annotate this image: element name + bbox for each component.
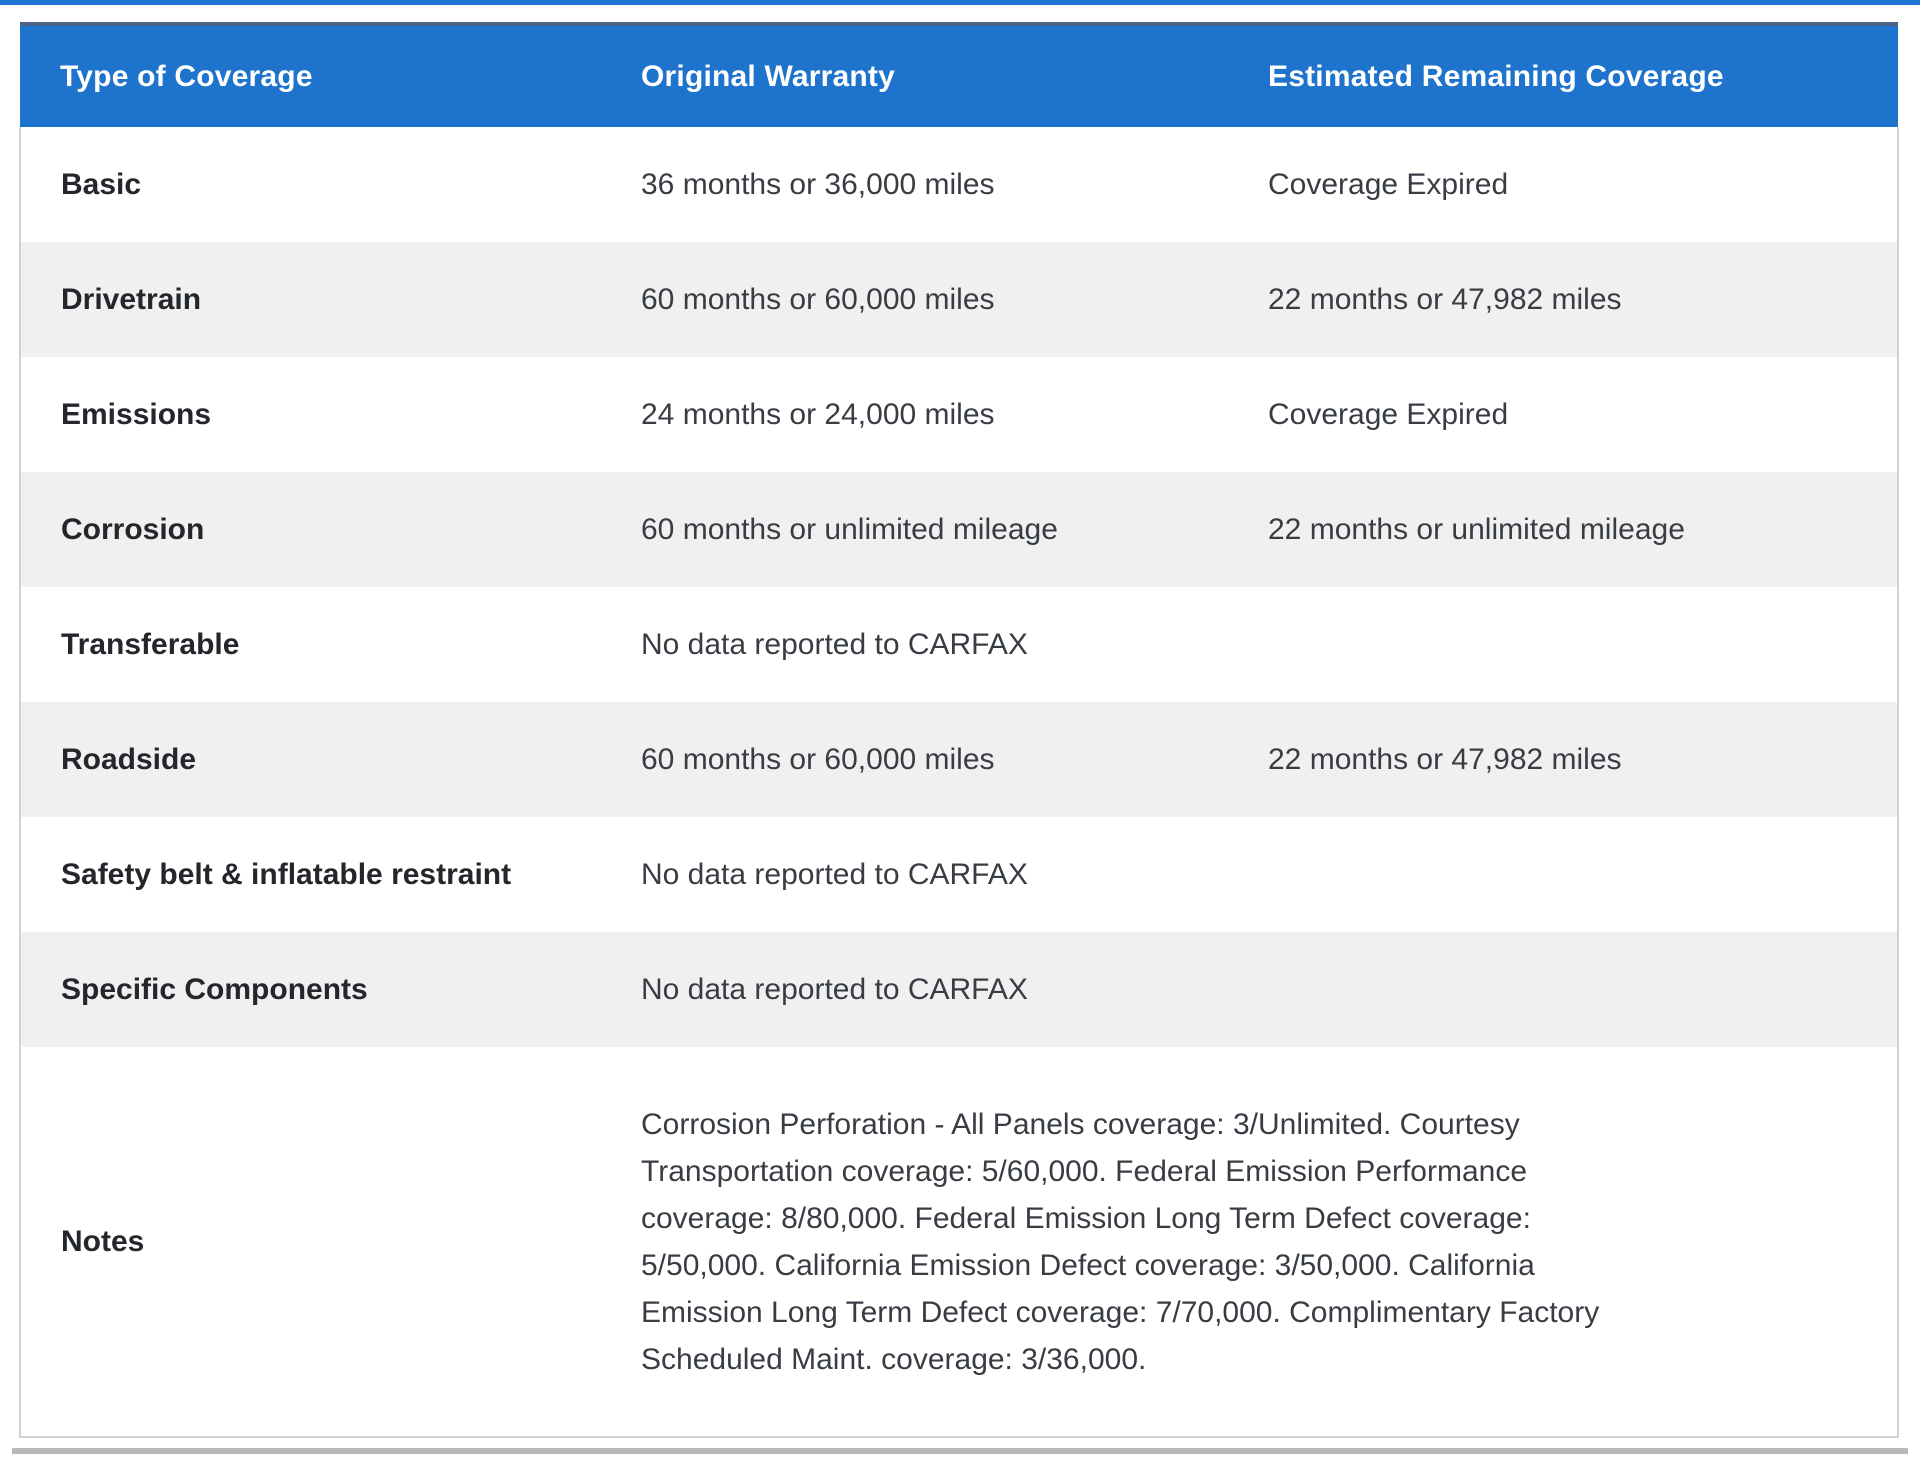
warranty-table-container: Type of Coverage Original Warranty Estim…: [19, 22, 1899, 1438]
table-row-emissions: Emissions 24 months or 24,000 miles Cove…: [19, 357, 1899, 472]
table-row-safety-belt: Safety belt & inflatable restraint No da…: [19, 817, 1899, 932]
original-warranty-cell: 36 months or 36,000 miles: [601, 127, 1228, 242]
notes-text: Corrosion Perforation - All Panels cover…: [641, 1107, 1600, 1376]
table-row-drivetrain: Drivetrain 60 months or 60,000 miles 22 …: [19, 242, 1899, 357]
table-row-transferable: Transferable No data reported to CARFAX: [19, 587, 1899, 702]
table-row-basic: Basic 36 months or 36,000 miles Coverage…: [19, 127, 1899, 242]
original-warranty-cell: No data reported to CARFAX: [601, 587, 1228, 702]
remaining-coverage-cell: [1228, 587, 1899, 702]
remaining-coverage-cell: Coverage Expired: [1228, 357, 1899, 472]
coverage-type-cell: Emissions: [19, 357, 601, 472]
remaining-coverage-cell: 22 months or 47,982 miles: [1228, 242, 1899, 357]
coverage-type-cell: Corrosion: [19, 472, 601, 587]
original-warranty-cell: 60 months or unlimited mileage: [601, 472, 1228, 587]
original-warranty-cell: No data reported to CARFAX: [601, 817, 1228, 932]
bottom-shadow-bar: [12, 1448, 1908, 1454]
remaining-coverage-cell: [1228, 817, 1899, 932]
coverage-type-cell: Roadside: [19, 702, 601, 817]
coverage-type-cell: Safety belt & inflatable restraint: [19, 817, 601, 932]
coverage-type-cell: Drivetrain: [19, 242, 601, 357]
original-warranty-cell: 60 months or 60,000 miles: [601, 242, 1228, 357]
table-row-corrosion: Corrosion 60 months or unlimited mileage…: [19, 472, 1899, 587]
original-warranty-cell: 24 months or 24,000 miles: [601, 357, 1228, 472]
remaining-coverage-cell: 22 months or unlimited mileage: [1228, 472, 1899, 587]
table-row-notes: Notes Corrosion Perforation - All Panels…: [19, 1047, 1899, 1438]
top-blue-strip: [0, 0, 1920, 5]
remaining-coverage-cell: [1228, 932, 1899, 1047]
header-estimated-remaining-coverage: Estimated Remaining Coverage: [1228, 22, 1898, 127]
table-row-specific-components: Specific Components No data reported to …: [19, 932, 1899, 1047]
table-body: Basic 36 months or 36,000 miles Coverage…: [19, 127, 1899, 1438]
warranty-coverage-table: Type of Coverage Original Warranty Estim…: [19, 22, 1899, 1438]
table-header: Type of Coverage Original Warranty Estim…: [20, 22, 1898, 127]
header-type-of-coverage: Type of Coverage: [20, 22, 601, 127]
coverage-type-cell: Specific Components: [19, 932, 601, 1047]
table-row-roadside: Roadside 60 months or 60,000 miles 22 mo…: [19, 702, 1899, 817]
remaining-coverage-cell: 22 months or 47,982 miles: [1228, 702, 1899, 817]
remaining-coverage-cell: Coverage Expired: [1228, 127, 1899, 242]
coverage-type-cell: Basic: [19, 127, 601, 242]
header-row: Type of Coverage Original Warranty Estim…: [20, 22, 1898, 127]
coverage-type-cell: Notes: [19, 1047, 601, 1438]
original-warranty-cell: No data reported to CARFAX: [601, 932, 1228, 1047]
coverage-type-cell: Transferable: [19, 587, 601, 702]
original-warranty-cell: 60 months or 60,000 miles: [601, 702, 1228, 817]
header-original-warranty: Original Warranty: [601, 22, 1228, 127]
notes-cell: Corrosion Perforation - All Panels cover…: [601, 1047, 1899, 1438]
